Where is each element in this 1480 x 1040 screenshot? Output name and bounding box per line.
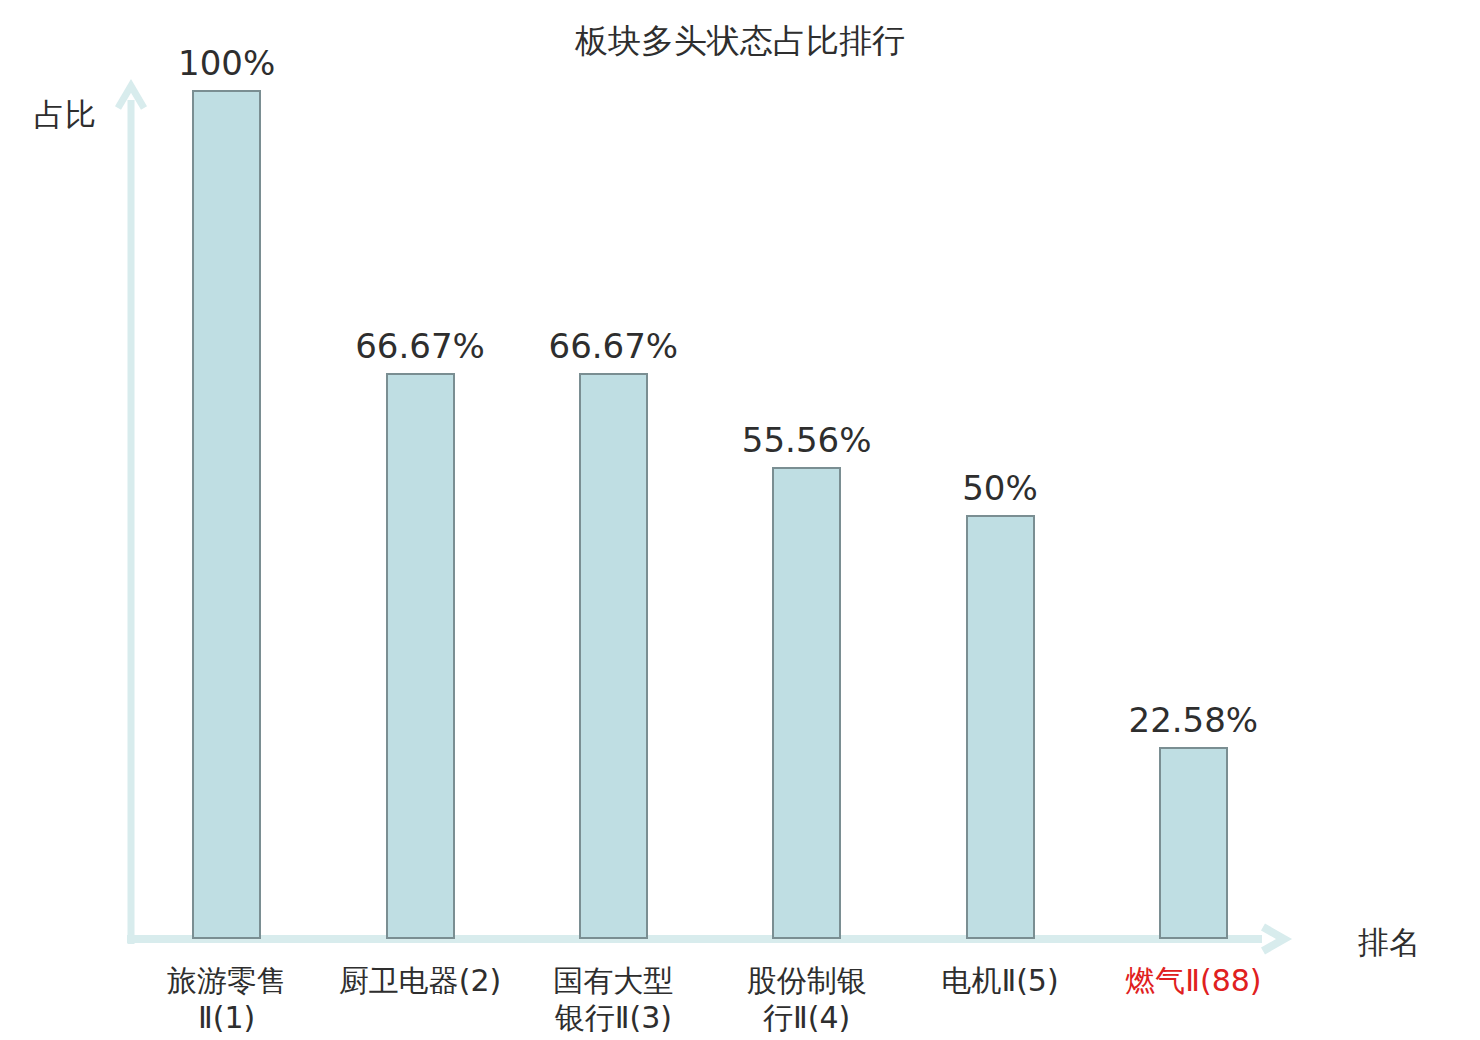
bar-1 [192,90,261,939]
bar-value-label-1: 100% [178,43,275,83]
category-label-1: 旅游零售Ⅱ(1) [167,962,287,1036]
bar-value-label-4: 55.56% [742,420,872,460]
bar-value-label-3: 66.67% [549,326,679,366]
bar-value-label-6: 22.58% [1129,700,1259,740]
category-label-2: 厨卫电器(2) [339,962,502,999]
category-label-3: 国有大型银行Ⅱ(3) [553,962,673,1036]
bar-5 [966,515,1035,940]
category-label-6: 燃气Ⅱ(88) [1125,962,1261,999]
bar-value-label-2: 66.67% [355,326,485,366]
bar-3 [579,373,648,939]
category-label-4: 股份制银行Ⅱ(4) [747,962,867,1036]
bar-chart: 板块多头状态占比排行 占比 排名 100%旅游零售Ⅱ(1)66.67%厨卫电器(… [0,0,1480,1040]
bar-value-label-5: 50% [962,468,1038,508]
category-label-5: 电机Ⅱ(5) [941,962,1058,999]
x-axis-arrow-icon [1263,927,1284,951]
bar-6 [1159,747,1228,939]
bar-4 [772,467,841,939]
bar-2 [386,373,455,939]
